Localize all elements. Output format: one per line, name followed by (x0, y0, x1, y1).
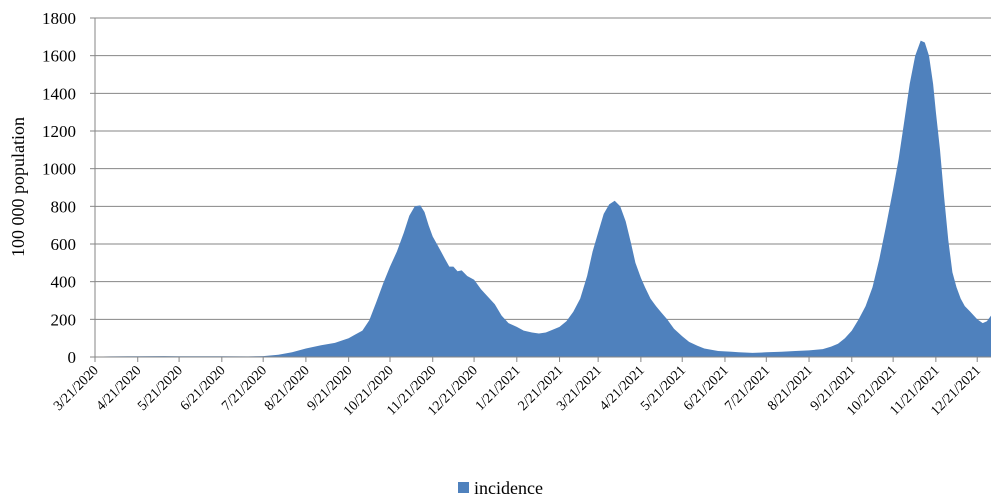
x-tick-label: 8/21/2021 (765, 363, 816, 414)
y-tick-label: 200 (51, 310, 77, 329)
y-tick-label: 1000 (42, 160, 76, 179)
y-axis-title: 100 000 population (8, 117, 28, 257)
incidence-area (95, 40, 991, 357)
legend: incidence (458, 478, 543, 496)
axes (94, 18, 991, 358)
x-tick-label: 1/21/2021 (473, 363, 524, 414)
y-tick-label: 1800 (42, 9, 76, 28)
x-tick-label: 3/21/2020 (51, 363, 102, 414)
y-tick-label: 1200 (42, 122, 76, 141)
y-tick-label: 1600 (42, 47, 76, 66)
x-tick-label: 5/21/2020 (135, 363, 186, 414)
legend-label-incidence: incidence (474, 478, 543, 496)
y-tick-label: 600 (51, 235, 77, 254)
legend-swatch-incidence (458, 482, 469, 493)
x-tick-label: 7/21/2020 (219, 363, 270, 414)
x-tick-label: 8/21/2020 (262, 363, 313, 414)
x-tick-label: 5/21/2021 (638, 363, 689, 414)
incidence-area-path (95, 40, 991, 357)
x-tick-labels: 3/21/20204/21/20205/21/20206/21/20207/21… (51, 357, 984, 419)
x-tick-label: 7/21/2021 (722, 363, 773, 414)
y-tick-label: 400 (51, 273, 77, 292)
gridlines (95, 17, 991, 320)
y-tick-labels: 0 200 400 600 800 1000 1200 1400 1600 1800 (42, 9, 95, 367)
y-tick-label: 0 (68, 348, 77, 367)
y-tick-label: 800 (51, 197, 77, 216)
y-tick-label: 1400 (42, 84, 76, 103)
